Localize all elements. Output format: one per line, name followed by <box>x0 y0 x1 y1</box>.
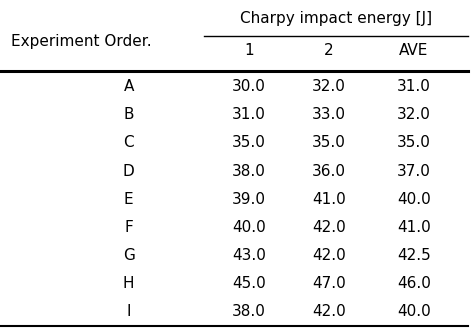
Text: 43.0: 43.0 <box>232 248 266 263</box>
Text: 46.0: 46.0 <box>397 276 431 291</box>
Text: 33.0: 33.0 <box>312 107 346 122</box>
Text: I: I <box>127 304 131 319</box>
Text: 47.0: 47.0 <box>312 276 346 291</box>
Text: H: H <box>123 276 134 291</box>
Text: 38.0: 38.0 <box>232 164 266 179</box>
Text: 38.0: 38.0 <box>232 304 266 319</box>
Text: Experiment Order.: Experiment Order. <box>11 34 151 49</box>
Text: AVE: AVE <box>399 43 428 58</box>
Text: 41.0: 41.0 <box>397 220 430 235</box>
Text: 2: 2 <box>324 43 334 58</box>
Text: 42.5: 42.5 <box>397 248 430 263</box>
Text: F: F <box>124 220 133 235</box>
Text: 42.0: 42.0 <box>312 248 346 263</box>
Text: 36.0: 36.0 <box>312 164 346 179</box>
Text: C: C <box>123 136 134 151</box>
Text: A: A <box>123 79 134 94</box>
Text: 39.0: 39.0 <box>232 192 266 207</box>
Text: 42.0: 42.0 <box>312 220 346 235</box>
Text: 42.0: 42.0 <box>312 304 346 319</box>
Text: G: G <box>123 248 135 263</box>
Text: D: D <box>123 164 135 179</box>
Text: 37.0: 37.0 <box>397 164 431 179</box>
Text: 35.0: 35.0 <box>397 136 431 151</box>
Text: 45.0: 45.0 <box>232 276 265 291</box>
Text: 35.0: 35.0 <box>312 136 346 151</box>
Text: 1: 1 <box>244 43 254 58</box>
Text: B: B <box>123 107 134 122</box>
Text: 40.0: 40.0 <box>232 220 265 235</box>
Text: 41.0: 41.0 <box>312 192 346 207</box>
Text: E: E <box>124 192 134 207</box>
Text: Charpy impact energy [J]: Charpy impact energy [J] <box>240 11 432 26</box>
Text: 31.0: 31.0 <box>397 79 431 94</box>
Text: 40.0: 40.0 <box>397 192 430 207</box>
Text: 32.0: 32.0 <box>312 79 346 94</box>
Text: 31.0: 31.0 <box>232 107 266 122</box>
Text: 35.0: 35.0 <box>232 136 266 151</box>
Text: 32.0: 32.0 <box>397 107 431 122</box>
Text: 30.0: 30.0 <box>232 79 266 94</box>
Text: 40.0: 40.0 <box>397 304 430 319</box>
